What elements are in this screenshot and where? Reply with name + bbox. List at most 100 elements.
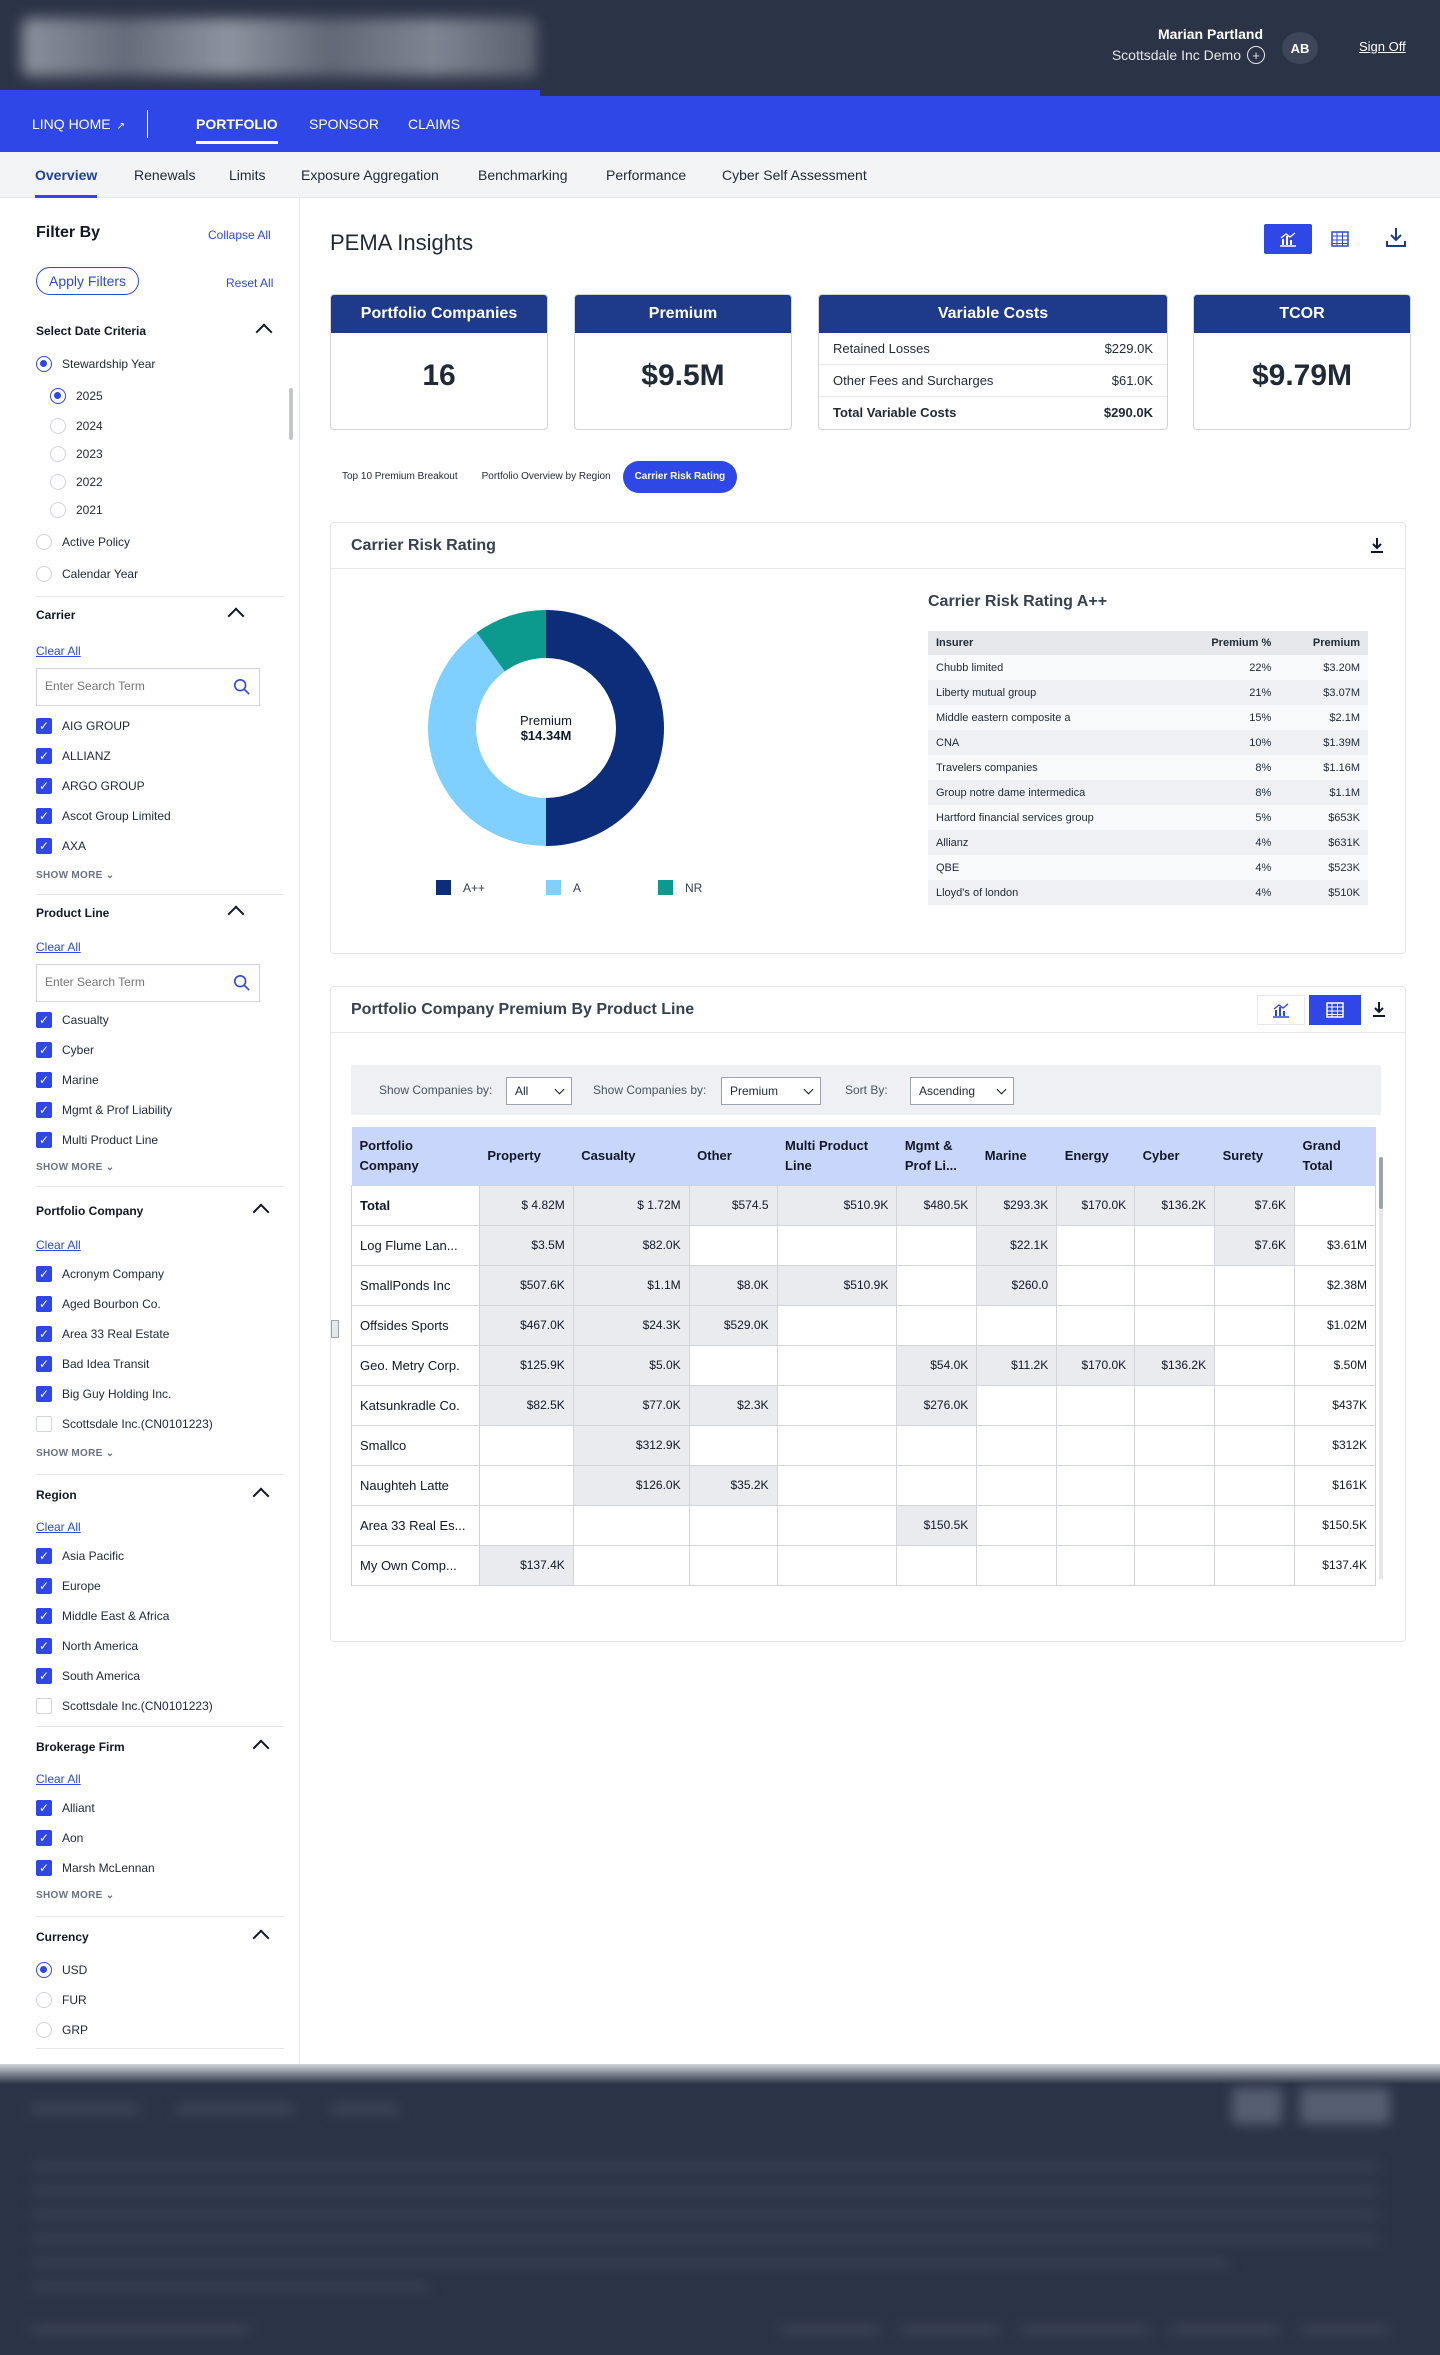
year-radio-2023[interactable]: 2023 bbox=[50, 446, 103, 462]
org-switcher[interactable]: Scottsdale Inc Demo + bbox=[1112, 46, 1265, 64]
chevron-up-icon[interactable] bbox=[252, 1203, 270, 1221]
product-checkbox-multi[interactable]: ✓ Multi Product Line bbox=[36, 1132, 158, 1148]
reset-all-link[interactable]: Reset All bbox=[226, 276, 274, 290]
company-checkbox-scottsdale[interactable]: Scottsdale Inc.(CN0101223) bbox=[36, 1416, 213, 1432]
brokerage-clear-all[interactable]: Clear All bbox=[36, 1772, 81, 1786]
chevron-up-icon[interactable] bbox=[255, 323, 273, 341]
product-show-more[interactable]: SHOW MORE ⌄ bbox=[36, 1162, 114, 1173]
column-header[interactable]: Energy bbox=[1056, 1127, 1135, 1185]
region-checkbox-scottsdale[interactable]: Scottsdale Inc.(CN0101223) bbox=[36, 1698, 213, 1714]
column-header[interactable]: Property bbox=[479, 1127, 574, 1185]
company-checkbox-bad-idea[interactable]: ✓ Bad Idea Transit bbox=[36, 1356, 149, 1372]
active-policy-radio[interactable]: Active Policy bbox=[36, 534, 130, 550]
company-checkbox-area33[interactable]: ✓ Area 33 Real Estate bbox=[36, 1326, 169, 1342]
download-icon[interactable] bbox=[1369, 537, 1385, 555]
nav-portfolio[interactable]: PORTFOLIO bbox=[196, 96, 278, 152]
column-header[interactable]: Grand Total bbox=[1294, 1127, 1376, 1185]
product-checkbox-mgmt[interactable]: ✓ Mgmt & Prof Liability bbox=[36, 1102, 172, 1118]
product-line-search[interactable] bbox=[36, 964, 260, 1002]
donut-slice-a[interactable] bbox=[428, 632, 546, 846]
donut-slice-nr[interactable] bbox=[476, 610, 546, 672]
carrier-checkbox-allianz[interactable]: ✓ ALLIANZ bbox=[36, 748, 111, 764]
product-checkbox-marine[interactable]: ✓ Marine bbox=[36, 1072, 99, 1088]
nav-sponsor[interactable]: SPONSOR bbox=[309, 116, 380, 132]
carrier-checkbox-axa[interactable]: ✓ AXA bbox=[36, 838, 86, 854]
carrier-checkbox-aig[interactable]: ✓ AIG GROUP bbox=[36, 718, 130, 734]
chart-view-button[interactable] bbox=[1264, 224, 1312, 254]
tab-carrier-risk-rating[interactable]: Carrier Risk Rating bbox=[622, 461, 738, 493]
nav-linq-home[interactable]: LINQ HOME ↗ bbox=[32, 96, 125, 152]
column-header[interactable]: Casualty bbox=[573, 1127, 690, 1185]
carrier-clear-all[interactable]: Clear All bbox=[36, 644, 81, 658]
company-checkbox-aged-bourbon[interactable]: ✓ Aged Bourbon Co. bbox=[36, 1296, 161, 1312]
sign-off-link[interactable]: Sign Off bbox=[1359, 39, 1406, 54]
company-show-more[interactable]: SHOW MORE ⌄ bbox=[36, 1448, 114, 1459]
carrier-checkbox-argo[interactable]: ✓ ARGO GROUP bbox=[36, 778, 145, 794]
company-clear-all[interactable]: Clear All bbox=[36, 1238, 81, 1252]
brokerage-checkbox-aon[interactable]: ✓ Aon bbox=[36, 1830, 83, 1846]
avatar[interactable]: AB bbox=[1282, 32, 1318, 64]
chevron-up-icon[interactable] bbox=[227, 905, 245, 923]
donut-slice-aplusplus[interactable] bbox=[546, 610, 664, 846]
year-radio-2024[interactable]: 2024 bbox=[50, 418, 103, 434]
year-radio-2021[interactable]: 2021 bbox=[50, 502, 103, 518]
region-checkbox-europe[interactable]: ✓ Europe bbox=[36, 1578, 101, 1594]
column-header[interactable]: Surety bbox=[1214, 1127, 1295, 1185]
carrier-search-input[interactable] bbox=[45, 679, 225, 693]
column-header[interactable]: Mgmt & Prof Li... bbox=[896, 1127, 977, 1185]
table-view-button[interactable] bbox=[1309, 995, 1361, 1025]
column-header[interactable]: Cyber bbox=[1134, 1127, 1215, 1185]
currency-radio-usd[interactable]: USD bbox=[36, 1962, 87, 1978]
column-header[interactable]: Portfolio Company bbox=[351, 1127, 480, 1185]
chart-view-button[interactable] bbox=[1257, 995, 1305, 1025]
region-checkbox-na[interactable]: ✓ North America bbox=[36, 1638, 138, 1654]
search-icon[interactable] bbox=[233, 678, 251, 696]
resize-handle[interactable] bbox=[331, 1320, 339, 1338]
search-icon[interactable] bbox=[233, 974, 251, 992]
download-icon[interactable] bbox=[1371, 1001, 1387, 1019]
product-line-clear-all[interactable]: Clear All bbox=[36, 940, 81, 954]
column-header[interactable]: Marine bbox=[976, 1127, 1057, 1185]
calendar-year-radio[interactable]: Calendar Year bbox=[36, 566, 138, 582]
column-header[interactable]: Multi Product Line bbox=[777, 1127, 897, 1185]
plus-circle-icon[interactable]: + bbox=[1247, 46, 1265, 64]
brokerage-show-more[interactable]: SHOW MORE ⌄ bbox=[36, 1890, 114, 1901]
download-button[interactable] bbox=[1372, 222, 1420, 252]
tab-renewals[interactable]: Renewals bbox=[134, 167, 196, 183]
chevron-up-icon[interactable] bbox=[252, 1929, 270, 1947]
product-line-search-input[interactable] bbox=[45, 975, 225, 989]
column-header[interactable]: Other bbox=[689, 1127, 778, 1185]
carrier-checkbox-ascot[interactable]: ✓ Ascot Group Limited bbox=[36, 808, 171, 824]
tab-performance[interactable]: Performance bbox=[606, 167, 687, 183]
sort-select[interactable]: Ascending bbox=[910, 1077, 1014, 1105]
stewardship-year-radio[interactable]: Stewardship Year bbox=[36, 356, 155, 372]
currency-radio-grp[interactable]: GRP bbox=[36, 2022, 88, 2038]
metric-select[interactable]: Premium bbox=[721, 1077, 821, 1105]
currency-radio-fur[interactable]: FUR bbox=[36, 1992, 87, 2008]
carrier-show-more[interactable]: SHOW MORE ⌄ bbox=[36, 870, 114, 881]
tab-cyber-self-assessment[interactable]: Cyber Self Assessment bbox=[722, 167, 867, 183]
year-radio-2025[interactable]: 2025 bbox=[50, 388, 103, 404]
chevron-up-icon[interactable] bbox=[252, 1739, 270, 1757]
tab-portfolio-overview-region[interactable]: Portfolio Overview by Region bbox=[481, 471, 611, 482]
tab-top10-premium[interactable]: Top 10 Premium Breakout bbox=[342, 471, 458, 482]
carrier-search[interactable] bbox=[36, 668, 260, 706]
chevron-up-icon[interactable] bbox=[227, 607, 245, 625]
product-checkbox-casualty[interactable]: ✓ Casualty bbox=[36, 1012, 109, 1028]
sidebar-scrollbar[interactable] bbox=[289, 388, 293, 440]
year-radio-2022[interactable]: 2022 bbox=[50, 474, 103, 490]
product-checkbox-cyber[interactable]: ✓ Cyber bbox=[36, 1042, 94, 1058]
company-checkbox-big-guy[interactable]: ✓ Big Guy Holding Inc. bbox=[36, 1386, 171, 1402]
chevron-up-icon[interactable] bbox=[252, 1487, 270, 1505]
region-checkbox-asia[interactable]: ✓ Asia Pacific bbox=[36, 1548, 124, 1564]
table-view-button[interactable] bbox=[1316, 224, 1364, 254]
region-checkbox-mea[interactable]: ✓ Middle East & Africa bbox=[36, 1608, 169, 1624]
apply-filters-button[interactable]: Apply Filters bbox=[36, 267, 140, 295]
region-clear-all[interactable]: Clear All bbox=[36, 1520, 81, 1534]
nav-claims[interactable]: CLAIMS bbox=[408, 116, 461, 132]
brokerage-checkbox-alliant[interactable]: ✓ Alliant bbox=[36, 1800, 95, 1816]
tab-benchmarking[interactable]: Benchmarking bbox=[478, 167, 568, 183]
brokerage-checkbox-marsh[interactable]: ✓ Marsh McLennan bbox=[36, 1860, 155, 1876]
tab-exposure-aggregation[interactable]: Exposure Aggregation bbox=[301, 167, 439, 183]
table-scrollbar[interactable] bbox=[1379, 1157, 1383, 1209]
